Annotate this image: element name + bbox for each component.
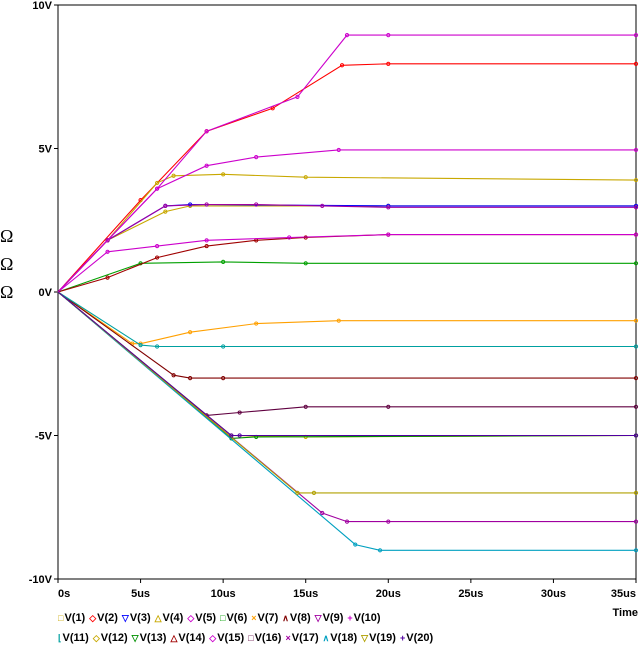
legend-marker-icon: ×: [251, 613, 256, 623]
x-tick-label: 10us: [211, 588, 236, 600]
legend-label: V(14): [178, 632, 205, 644]
x-tick-label: 0s: [58, 588, 70, 600]
legend-label: V(20): [406, 632, 433, 644]
legend-label: V(4): [163, 612, 184, 624]
legend-marker-icon: ▽: [132, 633, 139, 643]
legend-item-V(19): ▽V(19): [361, 632, 396, 644]
x-tick-label: 25us: [458, 588, 483, 600]
y-tick-label: 5V: [39, 144, 53, 156]
legend-item-V(4): △V(4): [155, 612, 184, 624]
legend-row-1: □V(1) ◇V(2) ▽V(3) △V(4) ◇V(5) □V(6) ×V(7) ∧V(8)…: [58, 612, 385, 624]
legend-marker-icon: ▽: [315, 613, 322, 623]
legend-label: V(8): [290, 612, 311, 624]
legend-label: V(13): [140, 632, 167, 644]
legend-marker-icon: ⌊: [58, 633, 62, 643]
omega-symbol: Ω: [0, 250, 13, 278]
legend-item-V(9): ▽V(9): [315, 612, 344, 624]
legend-label: V(17): [292, 632, 319, 644]
legend-label: V(5): [195, 612, 216, 624]
legend-item-V(13): ▽V(13): [132, 632, 167, 644]
legend-marker-icon: ▽: [361, 633, 368, 643]
legend-label: V(19): [369, 632, 396, 644]
omega-symbol: Ω: [0, 278, 13, 306]
y-tick-label: 10V: [32, 0, 52, 12]
legend-item-V(8): ∧V(8): [282, 612, 310, 624]
legend-label: V(9): [323, 612, 344, 624]
legend-marker-icon: ◇: [209, 633, 216, 643]
x-tick-label: 35us: [611, 588, 636, 600]
legend-item-V(18): ∧V(18): [323, 632, 358, 644]
y-tick-label: -10V: [29, 574, 53, 586]
legend-marker-icon: ▽: [122, 613, 129, 623]
legend-item-V(20): +V(20): [400, 632, 433, 644]
legend-marker-icon: +: [400, 633, 405, 643]
legend-label: V(15): [217, 632, 244, 644]
legend-label: V(7): [258, 612, 279, 624]
omega-symbols: Ω Ω Ω: [0, 222, 13, 306]
legend-label: V(12): [101, 632, 128, 644]
legend-item-V(1): □V(1): [58, 612, 85, 624]
legend-item-V(2): ◇V(2): [89, 612, 118, 624]
legend-marker-icon: □: [220, 613, 225, 623]
omega-symbol: Ω: [0, 222, 13, 250]
legend-label: V(6): [226, 612, 247, 624]
legend-marker-icon: ∧: [323, 633, 330, 643]
legend-marker-icon: ×: [285, 633, 290, 643]
legend-marker-icon: ∧: [282, 613, 289, 623]
legend-label: V(18): [330, 632, 357, 644]
legend-label: V(2): [97, 612, 118, 624]
legend-item-V(15): ◇V(15): [209, 632, 244, 644]
legend-label: V(11): [63, 632, 89, 644]
legend-marker-icon: +: [347, 613, 352, 623]
legend-item-V(7): ×V(7): [251, 612, 278, 624]
x-tick-label: 20us: [376, 588, 401, 600]
y-tick-label: -5V: [35, 431, 53, 443]
legend-row-2: ⌊V(11) ◇V(12) ▽V(13) △V(14) ◇V(15) □V(16) ×V(1…: [58, 632, 437, 644]
legend-marker-icon: ◇: [93, 633, 100, 643]
legend-marker-icon: ◇: [89, 613, 96, 623]
x-axis-label: Time: [613, 607, 638, 619]
legend-label: V(10): [354, 612, 381, 624]
legend-label: V(3): [130, 612, 151, 624]
x-tick-label: 5us: [131, 588, 150, 600]
x-tick-label: 30us: [541, 588, 566, 600]
legend-item-V(10): +V(10): [347, 612, 380, 624]
legend-marker-icon: ◇: [187, 613, 194, 623]
legend-item-V(11): ⌊V(11): [58, 632, 89, 644]
legend-label: V(16): [255, 632, 282, 644]
legend-marker-icon: △: [170, 633, 177, 643]
x-tick-label: 15us: [293, 588, 318, 600]
legend-item-V(12): ◇V(12): [93, 632, 128, 644]
legend-marker-icon: □: [248, 633, 253, 643]
legend-item-V(14): △V(14): [170, 632, 205, 644]
legend-item-V(3): ▽V(3): [122, 612, 151, 624]
legend-label: V(1): [64, 612, 85, 624]
legend-marker-icon: △: [155, 613, 162, 623]
legend-item-V(6): □V(6): [220, 612, 247, 624]
legend-item-V(17): ×V(17): [285, 632, 318, 644]
legend-item-V(16): □V(16): [248, 632, 281, 644]
legend-marker-icon: □: [58, 613, 63, 623]
legend-item-V(5): ◇V(5): [187, 612, 216, 624]
y-tick-label: 0V: [39, 287, 53, 299]
